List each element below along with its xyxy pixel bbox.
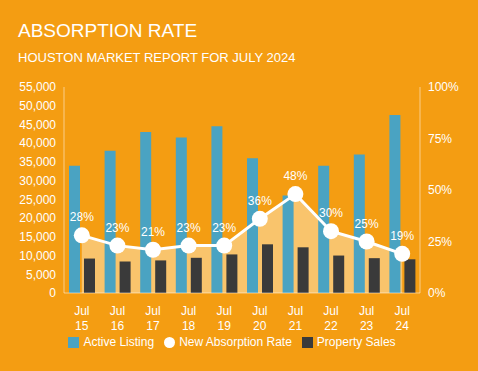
svg-text:30%: 30% <box>319 206 343 220</box>
svg-text:50,000: 50,000 <box>19 99 56 113</box>
svg-text:23%: 23% <box>212 221 236 235</box>
svg-text:30,000: 30,000 <box>19 174 56 188</box>
svg-text:25,000: 25,000 <box>19 193 56 207</box>
svg-text:35,000: 35,000 <box>19 155 56 169</box>
svg-text:Jul15: Jul15 <box>74 304 89 333</box>
html-text:ABSORPTION RATE: ABSORPTION RATE <box>18 20 198 41</box>
svg-text:Jul19: Jul19 <box>217 304 232 333</box>
svg-text:23%: 23% <box>177 221 201 235</box>
svg-text:Jul16: Jul16 <box>110 304 125 333</box>
svg-text:Jul20: Jul20 <box>252 304 267 333</box>
svg-text:15,000: 15,000 <box>19 230 56 244</box>
svg-text:Jul24: Jul24 <box>395 304 410 333</box>
svg-text:25%: 25% <box>428 235 452 249</box>
svg-text:0: 0 <box>49 286 56 300</box>
svg-text:Jul17: Jul17 <box>145 304 160 333</box>
svg-text:Jul22: Jul22 <box>323 304 338 333</box>
html-text:HOUSTON MARKET REPORT FOR JULY: HOUSTON MARKET REPORT FOR JULY 2024 <box>18 50 296 65</box>
svg-text:40,000: 40,000 <box>19 136 56 150</box>
svg-text:45,000: 45,000 <box>19 118 56 132</box>
svg-text:21%: 21% <box>141 225 165 239</box>
svg-text:50%: 50% <box>428 183 452 197</box>
svg-text:5,000: 5,000 <box>26 268 56 282</box>
svg-text:0%: 0% <box>428 286 446 300</box>
svg-text:75%: 75% <box>428 132 452 146</box>
svg-text:19%: 19% <box>390 229 414 243</box>
svg-text:28%: 28% <box>70 210 94 224</box>
html-text:Property Sales: Property Sales <box>316 335 396 349</box>
svg-text:25%: 25% <box>355 217 379 231</box>
svg-text:Jul21: Jul21 <box>288 304 303 333</box>
svg-text:48%: 48% <box>283 169 307 183</box>
html-text:New Absorption Rate: New Absorption Rate <box>179 335 292 349</box>
svg-text:36%: 36% <box>248 194 272 208</box>
svg-text:55,000: 55,000 <box>19 80 56 94</box>
svg-text:10,000: 10,000 <box>19 249 56 263</box>
svg-text:100%: 100% <box>428 80 459 94</box>
svg-text:Jul23: Jul23 <box>359 304 374 333</box>
html-text:Active Listing: Active Listing <box>83 335 155 349</box>
svg-text:20,000: 20,000 <box>19 211 56 225</box>
svg-text:23%: 23% <box>105 221 129 235</box>
svg-text:Jul18: Jul18 <box>181 304 196 333</box>
